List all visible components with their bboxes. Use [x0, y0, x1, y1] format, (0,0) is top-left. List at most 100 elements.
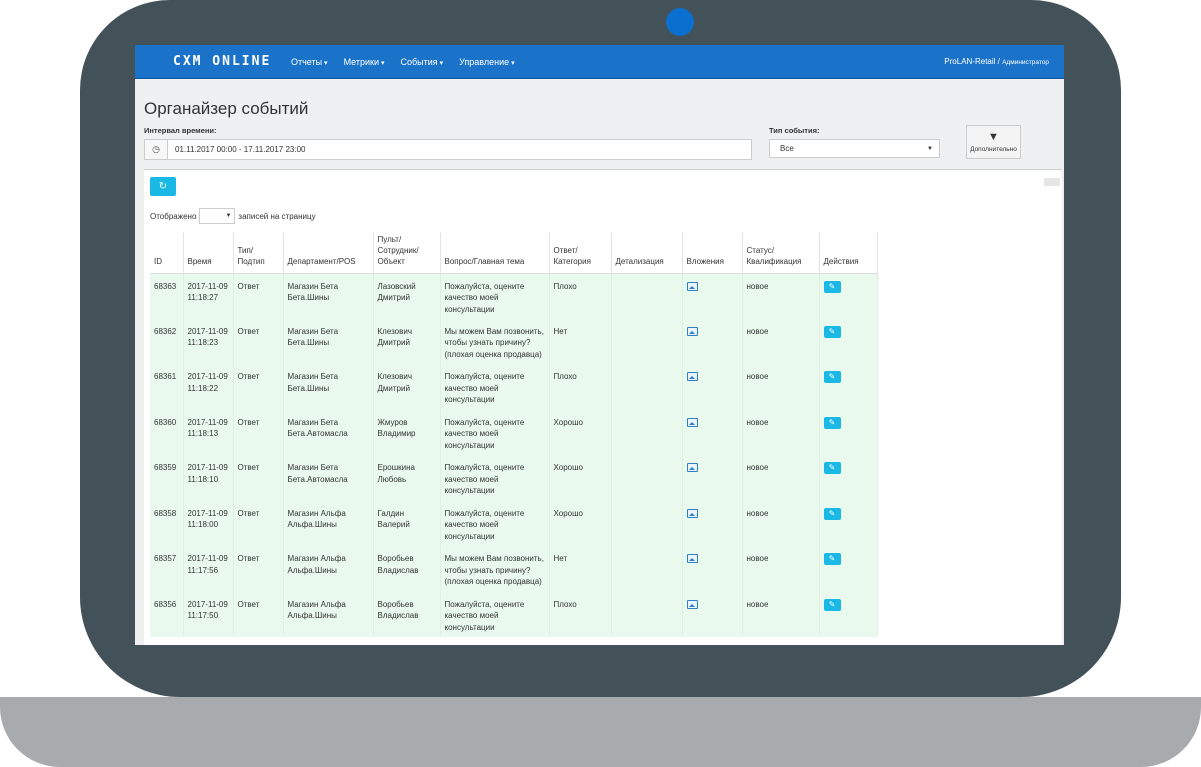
cell-attachments — [682, 500, 743, 546]
col-type[interactable]: Тип/ Подтип — [233, 233, 284, 274]
edit-button[interactable]: ✎ — [823, 598, 841, 611]
cell-time: 2017-11-09 11:17:50 — [183, 591, 234, 637]
cell-actions: ✎ — [819, 409, 878, 455]
edit-button[interactable]: ✎ — [823, 280, 841, 293]
table-row[interactable]: 68356 2017-11-09 11:17:50 Ответ Магазин Аль… — [150, 591, 878, 637]
cell-detail — [611, 546, 683, 592]
table-row[interactable]: 68362 2017-11-09 11:18:23 Ответ Магазин Бет… — [150, 318, 878, 364]
cell-dept: Магазин Бета Бета.Автомасла — [283, 409, 374, 455]
image-icon[interactable] — [686, 508, 698, 518]
table-row[interactable]: 68363 2017-11-09 11:18:27 Ответ Магазин Бет… — [150, 273, 878, 319]
edit-button[interactable]: ✎ — [823, 371, 841, 383]
cell-id: 68356 — [150, 591, 184, 637]
image-icon[interactable] — [686, 599, 698, 609]
advanced-filter-button[interactable]: ▼ Дополнительно — [966, 125, 1021, 159]
cell-attachments — [682, 364, 743, 410]
header-divider — [144, 169, 1062, 170]
cell-type: Ответ — [233, 500, 284, 546]
cell-detail — [611, 364, 683, 410]
col-answer[interactable]: Ответ/ Категория — [549, 233, 612, 274]
date-range-value: 01.11.2017 00:00 - 17.11.2017 23:00 — [175, 145, 306, 154]
edit-icon: ✎ — [828, 326, 836, 336]
events-panel: ↻ Отображено ▼ записей на страницу ID Вр… — [144, 170, 1062, 645]
col-staff[interactable]: Пульт/ Сотрудник/ Объект — [373, 233, 441, 274]
cell-actions: ✎ — [819, 455, 878, 501]
cell-attachments — [682, 455, 743, 501]
table-row[interactable]: 68360 2017-11-09 11:18:13 Ответ Магазин Бет… — [150, 409, 878, 455]
edit-button[interactable]: ✎ — [823, 507, 841, 520]
events-table: ID Время Тип/ Подтип Департамент/POS Пул… — [150, 233, 878, 637]
image-icon[interactable] — [686, 281, 698, 291]
table-row[interactable]: 68358 2017-11-09 11:18:00 Ответ Магазин Аль… — [150, 500, 878, 546]
cell-status: новое — [742, 318, 820, 364]
edit-button[interactable]: ✎ — [823, 416, 841, 429]
table-header-row: ID Время Тип/ Подтип Департамент/POS Пул… — [150, 233, 878, 274]
cell-time: 2017-11-09 11:17:56 — [183, 546, 234, 592]
cell-type: Ответ — [233, 546, 284, 592]
cell-question: Пожалуйста, оцените качество моей консул… — [440, 591, 550, 637]
event-type-select[interactable]: Все ▼ — [769, 139, 940, 158]
col-question[interactable]: Вопрос/Главная тема — [440, 233, 550, 274]
event-type-value: Все — [780, 144, 794, 153]
table-row[interactable]: 68357 2017-11-09 11:17:56 Ответ Магазин Аль… — [150, 546, 878, 592]
cell-status: новое — [742, 409, 820, 455]
col-department[interactable]: Департамент/POS — [283, 233, 374, 274]
col-attachments[interactable]: Вложения — [682, 233, 743, 274]
cell-question: Мы можем Вам позвонить, чтобы узнать при… — [440, 318, 550, 364]
edit-button[interactable]: ✎ — [823, 462, 841, 474]
cell-type: Ответ — [233, 409, 284, 455]
image-icon[interactable] — [686, 326, 698, 336]
image-icon[interactable] — [686, 554, 698, 563]
cell-dept: Магазин Бета Бета.Шины — [283, 273, 374, 319]
image-icon[interactable] — [686, 463, 698, 472]
cell-id: 68360 — [150, 409, 184, 455]
edit-icon: ✎ — [828, 417, 836, 427]
cell-answer: Хорошо — [549, 455, 612, 501]
laptop-base — [0, 697, 1201, 767]
col-time[interactable]: Время — [183, 233, 234, 274]
user-role: Администратор — [1002, 59, 1049, 66]
cell-question: Пожалуйста, оцените качество моей консул… — [440, 500, 550, 546]
scrollbar[interactable] — [1044, 178, 1060, 186]
nav-management[interactable]: Управление — [459, 57, 515, 67]
cell-detail — [611, 455, 683, 501]
cell-id: 68358 — [150, 500, 184, 546]
col-detail[interactable]: Детализация — [611, 233, 683, 274]
app-logo[interactable]: CXM ONLINE — [173, 54, 272, 69]
advanced-filter-label: Дополнительно — [970, 146, 1017, 153]
col-status[interactable]: Статус/ Квалификация — [742, 233, 820, 274]
cell-dept: Магазин Альфа Альфа.Шины — [283, 500, 374, 546]
cell-time: 2017-11-09 11:18:13 — [183, 409, 234, 455]
table-row[interactable]: 68361 2017-11-09 11:18:22 Ответ Магазин Бет… — [150, 364, 878, 410]
page-size-select[interactable]: ▼ — [199, 208, 236, 224]
image-icon[interactable] — [686, 372, 698, 381]
cell-staff: Воробьев Владислав — [373, 591, 441, 637]
nav-metrics[interactable]: Метрики — [344, 57, 385, 67]
cell-detail — [611, 409, 683, 455]
cell-staff: Воробьев Владислав — [373, 546, 441, 592]
cell-actions: ✎ — [819, 546, 878, 592]
cell-id: 68359 — [150, 455, 184, 501]
cell-staff: Клезович Дмитрий — [373, 318, 441, 364]
page-size-control: Отображено ▼ записей на страницу — [150, 208, 316, 224]
nav-reports[interactable]: Отчеты — [291, 57, 328, 67]
edit-icon: ✎ — [828, 554, 836, 563]
edit-button[interactable]: ✎ — [823, 553, 841, 565]
cell-id: 68361 — [150, 364, 184, 410]
cell-detail — [611, 591, 683, 637]
refresh-button[interactable]: ↻ — [150, 177, 176, 196]
cell-answer: Плохо — [549, 273, 612, 319]
nav-events[interactable]: События — [400, 57, 443, 67]
nav-menu: Отчеты Метрики События Управление — [291, 57, 515, 67]
image-icon[interactable] — [686, 417, 698, 427]
edit-icon: ✎ — [828, 508, 836, 518]
user-menu[interactable]: ProLAN-Retail / Администратор — [944, 57, 1049, 66]
table-row[interactable]: 68359 2017-11-09 11:18:10 Ответ Магазин Бет… — [150, 455, 878, 501]
cell-answer: Хорошо — [549, 409, 612, 455]
cell-id: 68363 — [150, 273, 184, 319]
col-id[interactable]: ID — [150, 233, 184, 274]
edit-button[interactable]: ✎ — [823, 325, 841, 338]
date-range-input[interactable]: ◷ 01.11.2017 00:00 - 17.11.2017 23:00 — [144, 139, 752, 160]
caret-down-icon: ▼ — [927, 145, 933, 152]
cell-time: 2017-11-09 11:18:22 — [183, 364, 234, 410]
